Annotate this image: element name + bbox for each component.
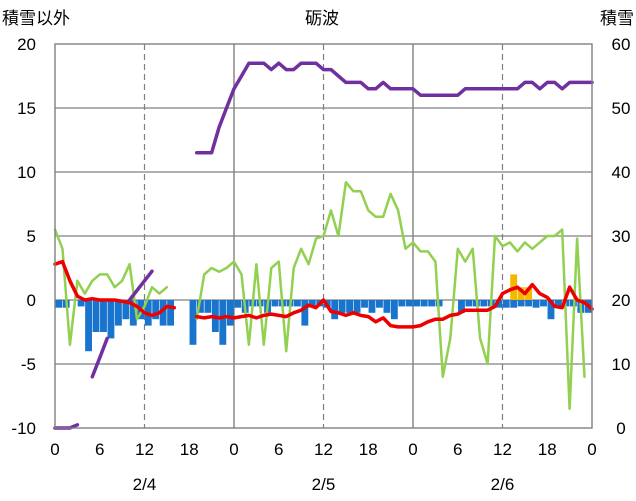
sunshine_bar-bar [525, 287, 533, 300]
precip_bar-bar [361, 300, 368, 308]
precip_bar-bar [547, 300, 555, 320]
left-tick-label: 15 [17, 99, 36, 118]
temperature-line [194, 282, 594, 329]
left-tick-label: -5 [21, 355, 36, 374]
left-tick-label: 20 [17, 35, 36, 54]
precip_bar-bar [129, 300, 137, 326]
precip_bar-bar [495, 300, 503, 308]
precip_bar-bar [331, 300, 339, 320]
precip_bar-bar [540, 300, 547, 307]
precip_bar-bar [525, 300, 533, 307]
sunshine_bar-bar [517, 287, 525, 300]
precip_bar-bar [555, 300, 562, 307]
precip_bar-bar [420, 300, 428, 307]
x-tick-label: 18 [538, 440, 557, 459]
precip_bar-bar [346, 300, 354, 313]
precip_bar-bar [219, 300, 227, 345]
precip_bar-bar [152, 300, 160, 320]
precip_bar-bar [159, 300, 167, 326]
x-tick-label: 6 [453, 440, 462, 459]
precip_bar-bar [398, 300, 406, 307]
x-tick-label: 18 [180, 440, 199, 459]
snow-depth-line [194, 61, 594, 155]
x-tick-label: 12 [314, 440, 333, 459]
left-tick-label: 10 [17, 163, 36, 182]
precip_bar-bar [301, 300, 309, 326]
precip_bar-bar [226, 300, 234, 326]
precip_bar-bar [308, 300, 316, 307]
x-tick-label: 0 [50, 440, 59, 459]
precip_bar-bar [338, 300, 346, 313]
precip_bar-bar [189, 300, 197, 345]
date-label: 2/6 [491, 475, 515, 494]
wind-line [53, 228, 169, 347]
precip_bar-bar [532, 300, 540, 308]
x-tick-label: 6 [95, 440, 104, 459]
x-tick-label: 0 [587, 440, 596, 459]
date-label: 2/5 [312, 475, 336, 494]
precip_bar-bar [458, 300, 465, 313]
right-tick-label: 20 [612, 291, 631, 310]
right-tick-label: 10 [612, 355, 631, 374]
temperature-line [53, 259, 177, 318]
precip_bar-bar [413, 300, 421, 307]
right-tick-label: 0 [616, 419, 625, 438]
precip_bar-bar [167, 300, 175, 326]
precip_bar-bar [55, 300, 63, 308]
precip_bar-bar [107, 300, 115, 339]
precip_bar-bar [204, 300, 212, 313]
x-tick-label: 18 [359, 440, 378, 459]
precip_bar-bar [114, 300, 122, 326]
line-series [53, 61, 594, 430]
precip_bar-bar [510, 300, 518, 308]
date-label: 2/4 [133, 475, 157, 494]
x-tick-label: 12 [135, 440, 154, 459]
precip_bar-bar [92, 300, 100, 332]
left-tick-label: 5 [27, 227, 36, 246]
x-tick-label: 6 [274, 440, 283, 459]
snow-depth-line [90, 336, 109, 379]
precip_bar-bar [376, 300, 383, 308]
left-tick-label: -10 [11, 419, 36, 438]
plot-frame [54, 43, 593, 429]
precip_bar-bar [197, 300, 204, 313]
right-axis-label: 積雪 [600, 9, 634, 28]
precip_bar-bar [77, 300, 85, 307]
precip_bar-bar [405, 300, 413, 307]
x-tick-label: 12 [493, 440, 512, 459]
precip_bar-bar [100, 300, 107, 332]
precip_bar-bar [234, 300, 242, 308]
precip_bar-bar [517, 300, 525, 307]
right-tick-label: 40 [612, 163, 631, 182]
precip_bar-bar [390, 300, 398, 320]
right-tick-label: 30 [612, 227, 631, 246]
precip_bar-bar [122, 300, 130, 320]
precip_bar-bar [293, 300, 301, 307]
precip_bar-bar [465, 300, 473, 307]
x-tick-label: 0 [408, 440, 417, 459]
x-tick-label: 0 [229, 440, 238, 459]
precip_bar-bar [383, 300, 391, 313]
right-tick-label: 50 [612, 99, 631, 118]
precip_bar-bar [480, 300, 488, 307]
snow-depth-line [127, 269, 154, 302]
precip_bar-bar [271, 300, 279, 307]
precip_bar-bar [85, 300, 92, 352]
precip_bar-bar [428, 300, 436, 307]
precip_bar-bar [353, 300, 361, 313]
left-tick-label: 0 [27, 291, 36, 310]
right-tick-label: 60 [612, 35, 631, 54]
left-axis-label: 積雪以外 [2, 9, 70, 28]
precip_bar-bar [502, 300, 510, 308]
chart-title: 砺波 [305, 9, 339, 28]
plot-border [54, 43, 593, 429]
precip_bar-bar [368, 300, 376, 313]
